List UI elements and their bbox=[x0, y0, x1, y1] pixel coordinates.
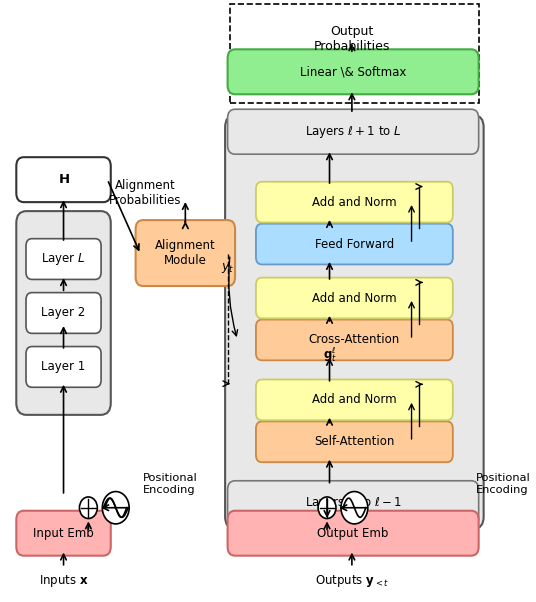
Text: Add and Norm: Add and Norm bbox=[312, 291, 397, 305]
Text: Alignment
Probabilities: Alignment Probabilities bbox=[109, 179, 182, 207]
Circle shape bbox=[318, 497, 336, 518]
Circle shape bbox=[102, 492, 129, 524]
Text: Layers 1 to $\ell-1$: Layers 1 to $\ell-1$ bbox=[304, 495, 401, 511]
FancyBboxPatch shape bbox=[26, 293, 101, 334]
FancyBboxPatch shape bbox=[256, 224, 453, 264]
Text: Add and Norm: Add and Norm bbox=[312, 196, 397, 209]
FancyBboxPatch shape bbox=[256, 379, 453, 420]
Text: Layer 1: Layer 1 bbox=[41, 361, 86, 373]
FancyBboxPatch shape bbox=[16, 157, 111, 202]
FancyBboxPatch shape bbox=[16, 211, 111, 415]
Text: Feed Forward: Feed Forward bbox=[315, 238, 394, 250]
FancyBboxPatch shape bbox=[256, 278, 453, 318]
FancyBboxPatch shape bbox=[228, 109, 479, 154]
Text: Positional
Encoding: Positional Encoding bbox=[476, 473, 531, 495]
Text: Layers $\ell+1$ to $L$: Layers $\ell+1$ to $L$ bbox=[305, 124, 401, 140]
Text: Positional
Encoding: Positional Encoding bbox=[143, 473, 198, 495]
Text: $\mathbf{H}$: $\mathbf{H}$ bbox=[57, 173, 70, 186]
Text: Add and Norm: Add and Norm bbox=[312, 393, 397, 406]
Circle shape bbox=[79, 497, 98, 518]
Text: Output
Probabilities: Output Probabilities bbox=[314, 25, 390, 54]
Text: Cross-Attention: Cross-Attention bbox=[309, 334, 400, 346]
FancyBboxPatch shape bbox=[16, 510, 111, 556]
FancyBboxPatch shape bbox=[136, 220, 235, 286]
FancyBboxPatch shape bbox=[256, 421, 453, 462]
Text: Linear \& Softmax: Linear \& Softmax bbox=[300, 65, 406, 78]
FancyBboxPatch shape bbox=[256, 182, 453, 223]
FancyBboxPatch shape bbox=[26, 238, 101, 279]
Text: $\mathbf{g}_t^\ell$: $\mathbf{g}_t^\ell$ bbox=[323, 345, 337, 364]
Circle shape bbox=[341, 492, 368, 524]
FancyBboxPatch shape bbox=[228, 510, 479, 556]
Text: Output Emb: Output Emb bbox=[317, 527, 389, 540]
Text: Inputs $\mathbf{x}$: Inputs $\mathbf{x}$ bbox=[39, 573, 88, 589]
Text: Input Emb: Input Emb bbox=[33, 527, 94, 540]
FancyBboxPatch shape bbox=[26, 347, 101, 387]
Text: Alignment
Module: Alignment Module bbox=[155, 239, 215, 267]
Text: Layer $L$: Layer $L$ bbox=[41, 251, 86, 267]
Text: Self-Attention: Self-Attention bbox=[314, 435, 394, 448]
FancyBboxPatch shape bbox=[225, 115, 483, 529]
FancyBboxPatch shape bbox=[228, 49, 479, 95]
FancyBboxPatch shape bbox=[228, 481, 479, 526]
FancyBboxPatch shape bbox=[256, 320, 453, 361]
Text: $y_t$: $y_t$ bbox=[221, 261, 234, 275]
Text: Layer 2: Layer 2 bbox=[41, 306, 86, 320]
Text: Outputs $\mathbf{y}_{<t}$: Outputs $\mathbf{y}_{<t}$ bbox=[315, 573, 389, 589]
